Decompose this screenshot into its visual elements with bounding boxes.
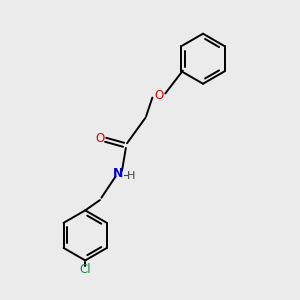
Text: N: N [112, 167, 123, 180]
Text: O: O [154, 89, 164, 102]
Text: Cl: Cl [80, 263, 91, 276]
Text: O: O [95, 132, 105, 145]
Text: H: H [127, 171, 136, 181]
